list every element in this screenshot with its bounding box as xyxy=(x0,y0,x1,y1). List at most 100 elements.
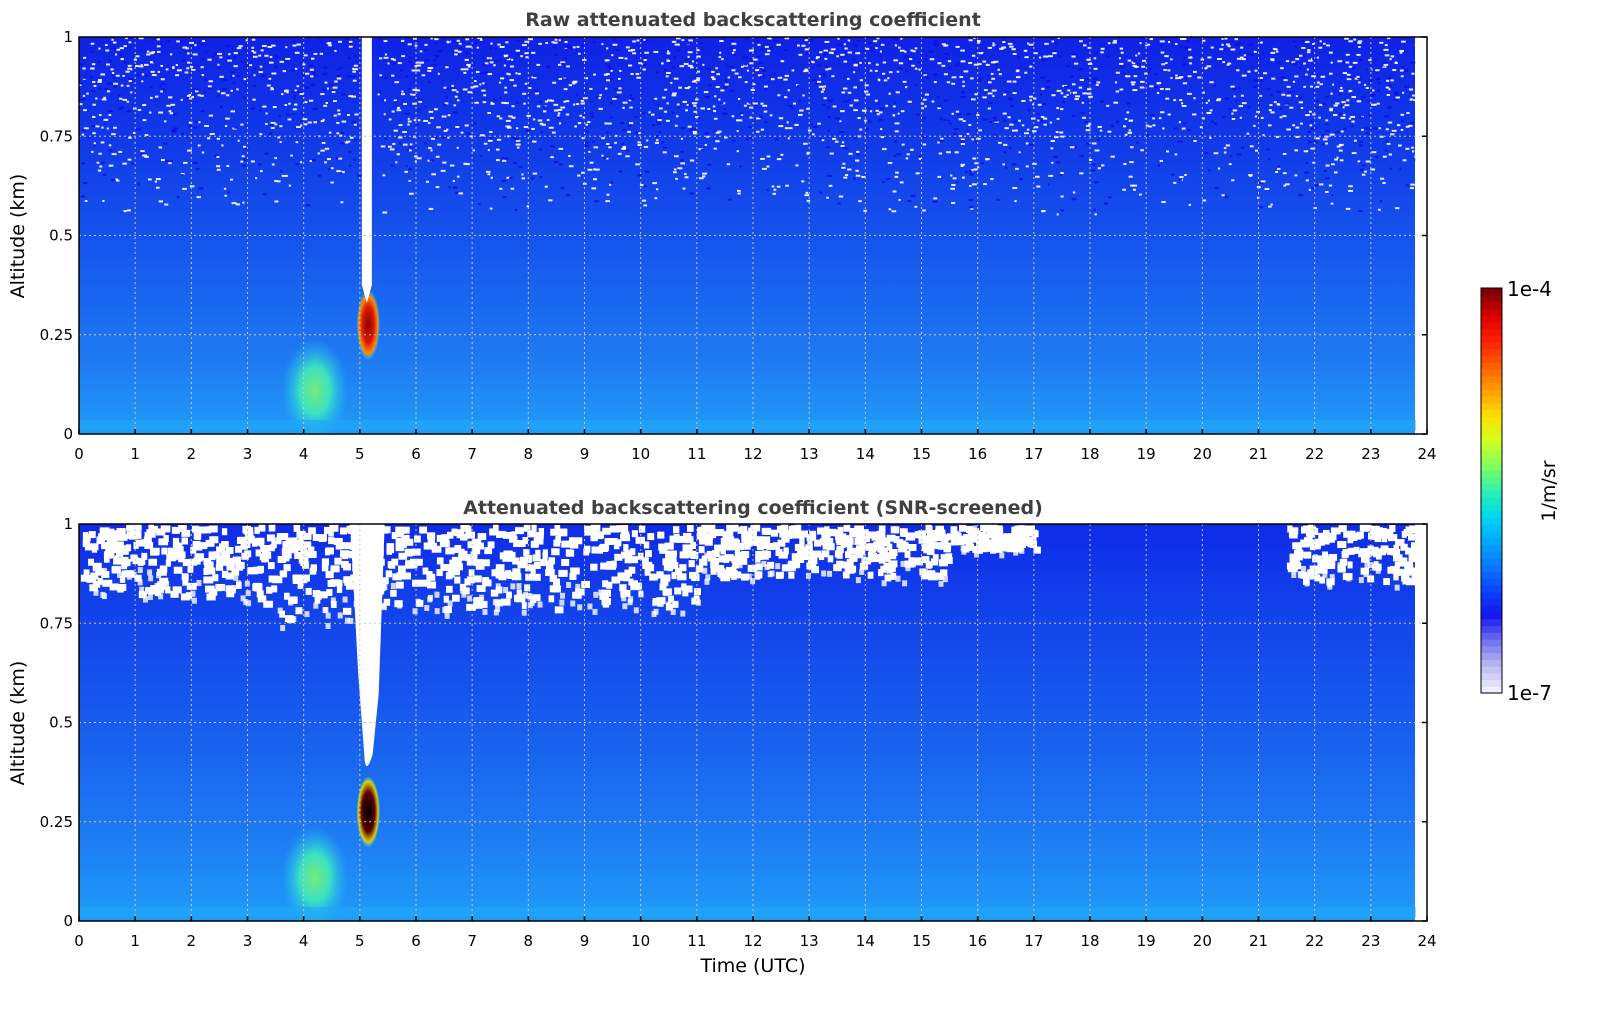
x-tick-label: 12 xyxy=(743,932,762,950)
colorbar-max-label: 1e-4 xyxy=(1507,277,1552,301)
colorbar-step xyxy=(1481,396,1502,404)
x-tick-label: 5 xyxy=(355,445,365,463)
panel1-x-ticks: 0 1 2 3 4 5 6 7 8 9 10 11 12 13 14 15 16 17 18 19 20 21 22 23 24 xyxy=(74,429,1437,463)
y-tick-label: 0.75 xyxy=(40,127,73,145)
x-tick-label: 7 xyxy=(467,932,477,950)
colorbar-step xyxy=(1481,605,1502,613)
x-tick-label: 13 xyxy=(800,932,819,950)
colorbar-step xyxy=(1481,463,1502,471)
x-tick-label: 6 xyxy=(411,445,421,463)
colorbar-step xyxy=(1481,288,1502,296)
x-tick-label: 6 xyxy=(411,932,421,950)
x-tick-label: 18 xyxy=(1080,445,1099,463)
x-tick-label: 19 xyxy=(1137,445,1156,463)
x-tick-label: 10 xyxy=(631,932,650,950)
panel2-title: Attenuated backscattering coefficient (S… xyxy=(463,497,1043,519)
colorbar-step xyxy=(1481,679,1502,687)
y-tick-label: 0 xyxy=(63,912,73,930)
colorbar-step xyxy=(1481,585,1502,593)
x-tick-label: 20 xyxy=(1193,445,1212,463)
y-tick-label: 1 xyxy=(63,515,73,533)
colorbar-step xyxy=(1481,362,1502,370)
y-tick-label: 0.25 xyxy=(40,813,73,831)
x-tick-label: 23 xyxy=(1361,932,1380,950)
x-tick-label: 21 xyxy=(1249,445,1268,463)
colorbar-step xyxy=(1481,321,1502,330)
x-tick-label: 1 xyxy=(130,445,140,463)
x-tick-label: 0 xyxy=(74,445,84,463)
x-tick-label: 17 xyxy=(1024,445,1043,463)
x-tick-label: 3 xyxy=(243,445,253,463)
colorbar-step xyxy=(1481,402,1502,411)
colorbar-step xyxy=(1481,416,1502,424)
x-tick-label: 22 xyxy=(1305,932,1324,950)
colorbar-step xyxy=(1481,517,1502,525)
panel2-y-ticks: 0 0.25 0.5 0.75 1 xyxy=(40,515,1427,930)
x-tick-label: 15 xyxy=(912,445,931,463)
y-tick-label: 1 xyxy=(63,28,73,46)
x-tick-label: 15 xyxy=(912,932,931,950)
colorbar-step xyxy=(1481,531,1502,539)
x-tick-label: 16 xyxy=(968,445,987,463)
colorbar-step xyxy=(1481,544,1502,552)
panel2-ylabel: Altitude (km) xyxy=(7,661,29,786)
x-tick-label: 5 xyxy=(355,932,365,950)
colorbar-step xyxy=(1481,659,1502,667)
x-tick-label: 19 xyxy=(1137,932,1156,950)
colorbar-unit-label: 1/m/sr xyxy=(1538,460,1560,521)
colorbar-step xyxy=(1481,571,1502,579)
x-tick-label: 2 xyxy=(187,932,197,950)
colorbar-step xyxy=(1481,625,1502,633)
panel2-heatmap xyxy=(79,524,1427,921)
colorbar-step xyxy=(1481,564,1502,573)
x-tick-label: 21 xyxy=(1249,932,1268,950)
x-tick-label: 8 xyxy=(524,445,534,463)
colorbar-step xyxy=(1481,436,1502,444)
x-tick-label: 10 xyxy=(631,445,650,463)
x-tick-label: 1 xyxy=(130,932,140,950)
y-tick-label: 0.25 xyxy=(40,326,73,344)
x-tick-label: 4 xyxy=(299,445,309,463)
colorbar-step xyxy=(1481,632,1502,640)
panel2-x-ticks: 0 1 2 3 4 5 6 7 8 9 10 11 12 13 14 15 16 17 18 19 20 21 22 23 24 xyxy=(74,916,1437,950)
colorbar-step xyxy=(1481,301,1502,309)
x-tick-label: 14 xyxy=(856,445,875,463)
colorbar: 1e-4 1e-7 1/m/sr xyxy=(1480,277,1560,705)
x-tick-label: 0 xyxy=(74,932,84,950)
raw-backscatter-panel: Raw attenuated backscattering coefficien… xyxy=(7,9,1437,463)
colorbar-step xyxy=(1481,308,1502,316)
x-tick-label: 2 xyxy=(187,445,197,463)
colorbar-step xyxy=(1481,551,1502,559)
x-tick-label: 22 xyxy=(1305,445,1324,463)
colorbar-min-label: 1e-7 xyxy=(1507,681,1552,705)
colorbar-step xyxy=(1481,375,1502,384)
colorbar-step xyxy=(1481,355,1502,363)
colorbar-step xyxy=(1481,504,1502,512)
x-tick-label: 20 xyxy=(1193,932,1212,950)
colorbar-step xyxy=(1481,537,1502,546)
x-tick-label: 4 xyxy=(299,932,309,950)
colorbar-step xyxy=(1481,612,1502,620)
y-tick-label: 0.5 xyxy=(49,714,73,732)
x-tick-label: 23 xyxy=(1361,445,1380,463)
y-tick-label: 0.75 xyxy=(40,614,73,632)
y-tick-label: 0 xyxy=(63,425,73,443)
colorbar-step xyxy=(1481,389,1502,397)
colorbar-step xyxy=(1481,456,1502,465)
colorbar-step xyxy=(1481,409,1502,417)
colorbar-step xyxy=(1481,598,1502,606)
colorbar-step xyxy=(1481,315,1502,323)
y-tick-label: 0.5 xyxy=(49,227,73,245)
colorbar-step xyxy=(1481,328,1502,336)
x-tick-label: 3 xyxy=(243,932,253,950)
x-tick-label: 12 xyxy=(743,445,762,463)
colorbar-step xyxy=(1481,578,1502,586)
colorbar-step xyxy=(1481,443,1502,451)
colorbar-step xyxy=(1481,335,1502,343)
x-tick-label: 14 xyxy=(856,932,875,950)
panel1-title: Raw attenuated backscattering coefficien… xyxy=(525,9,981,31)
colorbar-step xyxy=(1481,686,1502,694)
x-tick-label: 11 xyxy=(687,445,706,463)
x-tick-label: 13 xyxy=(800,445,819,463)
